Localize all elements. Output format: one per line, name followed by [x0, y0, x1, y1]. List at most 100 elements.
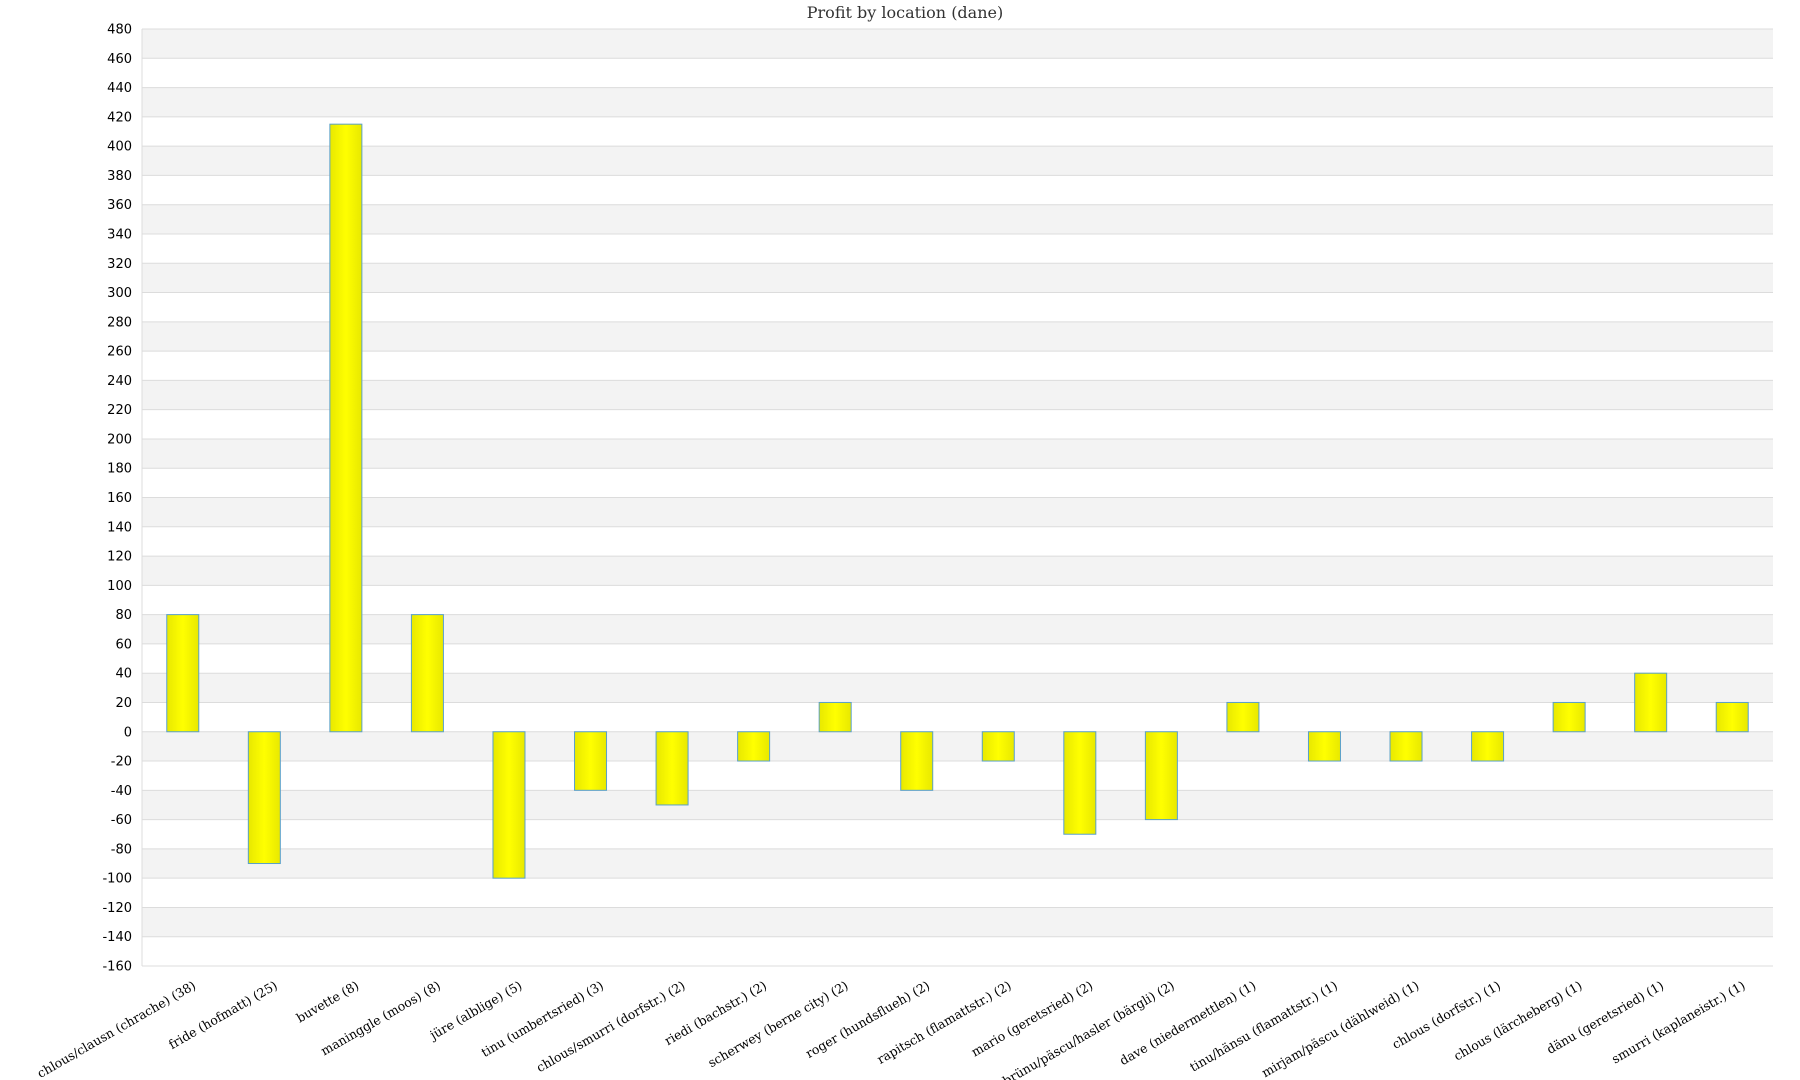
y-tick-label: -140	[102, 930, 132, 945]
grid-band	[142, 292, 1773, 322]
y-tick-label: -80	[111, 842, 132, 857]
y-tick-label: 180	[107, 462, 132, 477]
y-tick-label: 420	[107, 110, 132, 125]
x-tick-label: scherwey (berne city) (2)	[705, 978, 850, 1071]
grid-band	[142, 585, 1773, 615]
x-tick-label: smurri (kaplaneistr.) (1)	[1609, 978, 1748, 1067]
bar	[1063, 731, 1097, 835]
bar	[900, 731, 934, 791]
y-tick-label: 200	[107, 432, 132, 447]
grid-band	[142, 233, 1773, 264]
grid-bands	[142, 29, 1773, 966]
x-axis: chlous/clausn (chrache) (38)fride (hofma…	[34, 978, 1747, 1080]
grid-band	[142, 58, 1773, 88]
bar	[1144, 731, 1178, 821]
y-tick-label: 120	[107, 550, 132, 565]
y-tick-label: 40	[115, 667, 132, 682]
grid-band	[142, 175, 1773, 205]
y-tick-label: 160	[107, 491, 132, 506]
grid-band	[142, 87, 1773, 117]
x-tick-label: chlous/clausn (chrache) (38)	[34, 978, 198, 1080]
grid-band	[142, 526, 1773, 557]
grid-band	[142, 673, 1773, 703]
grid-band	[142, 380, 1773, 410]
y-tick-label: 460	[107, 52, 132, 67]
grid-band	[142, 731, 1773, 762]
y-tick-label: 280	[107, 315, 132, 330]
y-axis: -160 -140 -120 -100 -80 -60 -40 -20 0 20 40 60 80 100…	[102, 23, 132, 975]
y-tick-label: 220	[107, 403, 132, 418]
grid-band	[142, 790, 1773, 820]
y-tick-label: -60	[111, 813, 132, 828]
y-tick-label: 80	[115, 608, 132, 623]
y-tick-label: 140	[107, 520, 132, 535]
x-tick-label: dave (niedermettlen) (1)	[1117, 978, 1259, 1068]
y-tick-label: -20	[111, 755, 132, 770]
y-tick-label: 60	[115, 637, 132, 652]
grid-band	[142, 819, 1773, 849]
x-tick-label: rapitsch (flamattstr.) (2)	[874, 978, 1014, 1067]
grid-band	[142, 29, 1773, 59]
grid-band	[142, 936, 1773, 966]
bar	[655, 731, 689, 806]
y-tick-label: -120	[102, 901, 132, 916]
grid-band	[142, 116, 1773, 147]
grid-band	[142, 351, 1773, 381]
grid-lines	[141, 28, 1773, 967]
chart-title: Profit by location (dane)	[807, 3, 1003, 22]
y-tick-label: 440	[107, 81, 132, 96]
bar	[166, 614, 200, 733]
bar	[1226, 701, 1260, 733]
grid-band	[142, 702, 1773, 732]
bar	[1471, 731, 1505, 762]
y-tick-label: 380	[107, 169, 132, 184]
grid-band	[142, 643, 1773, 674]
bar	[818, 701, 852, 733]
x-tick-label: chlous (lärcheberg) (1)	[1451, 978, 1585, 1064]
bar	[492, 731, 526, 879]
x-tick-label: buvette (8)	[294, 978, 362, 1026]
y-tick-label: 300	[107, 286, 132, 301]
grid-band	[142, 468, 1773, 498]
grid-band	[142, 614, 1773, 644]
y-tick-label: 360	[107, 198, 132, 213]
bar	[1634, 672, 1668, 733]
grid-band	[142, 497, 1773, 527]
bar	[247, 731, 281, 865]
bar	[1307, 731, 1341, 762]
grid-band	[142, 438, 1773, 469]
y-tick-label: 340	[107, 227, 132, 242]
bar	[1389, 731, 1423, 762]
bar	[410, 614, 444, 733]
grid-band	[142, 263, 1773, 293]
grid-band	[142, 761, 1773, 791]
y-tick-label: -160	[102, 960, 132, 975]
y-tick-label: -100	[102, 872, 132, 887]
y-tick-label: 240	[107, 374, 132, 389]
grid-band	[142, 878, 1773, 908]
bar	[737, 731, 771, 762]
grid-band	[142, 146, 1773, 176]
x-tick-label: mirjam/päscu (dählweid) (1)	[1259, 978, 1422, 1080]
bar	[1552, 701, 1586, 733]
bar-series	[166, 123, 1749, 879]
grid-band	[142, 321, 1773, 352]
y-tick-label: 400	[107, 140, 132, 155]
grid-band	[142, 204, 1773, 234]
y-tick-label: 320	[107, 257, 132, 272]
bar	[1715, 701, 1749, 733]
x-tick-label: chlous/smurri (dorfstr.) (2)	[534, 978, 688, 1076]
bar	[981, 731, 1015, 762]
grid-band	[142, 556, 1773, 586]
grid-band	[142, 848, 1773, 879]
y-tick-label: 480	[107, 23, 132, 38]
y-tick-label: 20	[115, 696, 132, 711]
bar	[574, 731, 608, 791]
y-tick-label: 100	[107, 579, 132, 594]
bar	[329, 123, 363, 733]
y-tick-label: 260	[107, 345, 132, 360]
grid-band	[142, 907, 1773, 937]
y-tick-label: -40	[111, 784, 132, 799]
x-tick-label: tinu/hänsu (flamattstr.) (1)	[1187, 978, 1340, 1075]
